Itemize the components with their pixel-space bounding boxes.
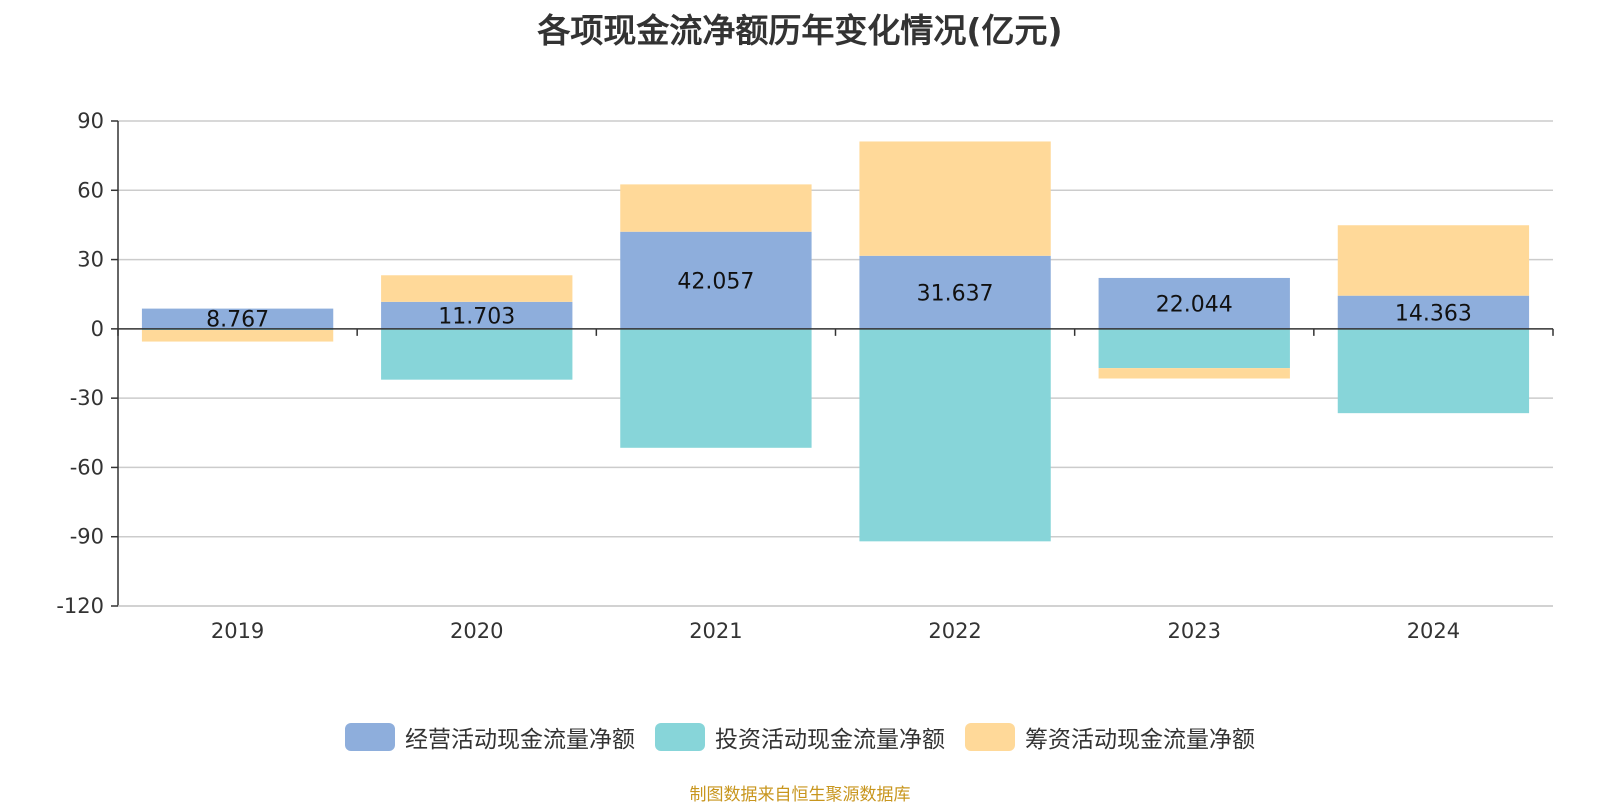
labels: 90 60 30 0 -30 -60 -90 -120 8.767 2019 11.703 2020 4… bbox=[56, 109, 1472, 643]
legend-swatch bbox=[965, 723, 1015, 751]
chart-title: 各项现金流净额历年变化情况(亿元) bbox=[537, 11, 1063, 50]
source-note: 制图数据来自恒生聚源数据库 bbox=[689, 785, 911, 805]
legend: 经营活动现金流量净额 投资活动现金流量净额 筹资活动现金流量净额 bbox=[0, 720, 1600, 754]
bar bbox=[1098, 328, 1290, 369]
x-tick-label: 2023 bbox=[1168, 619, 1221, 643]
bar bbox=[141, 330, 334, 342]
bars bbox=[141, 141, 1530, 542]
bar bbox=[381, 301, 573, 329]
bar bbox=[381, 328, 573, 380]
y-tick-label: -30 bbox=[70, 386, 104, 410]
x-tick-label: 2020 bbox=[450, 619, 503, 643]
data-label: 8.767 bbox=[206, 308, 269, 333]
bar bbox=[859, 255, 1051, 329]
legend-item[interactable]: 筹资活动现金流量净额 bbox=[965, 720, 1255, 754]
bar bbox=[620, 184, 812, 232]
data-label: 42.057 bbox=[677, 269, 754, 294]
x-tick-label: 2021 bbox=[689, 619, 742, 643]
x-tick-label: 2019 bbox=[211, 619, 264, 643]
bar bbox=[381, 275, 573, 302]
bar bbox=[620, 328, 812, 448]
data-label: 31.637 bbox=[917, 281, 994, 306]
axes bbox=[111, 120, 1554, 607]
y-tick-label: 90 bbox=[77, 109, 104, 133]
legend-label: 筹资活动现金流量净额 bbox=[1025, 727, 1255, 753]
x-tick-label: 2022 bbox=[928, 619, 981, 643]
bar bbox=[1098, 368, 1290, 379]
data-label: 14.363 bbox=[1395, 301, 1472, 326]
stacked-bar-chart: 90 60 30 0 -30 -60 -90 -120 8.767 2019 11.703 2020 4… bbox=[56, 109, 1554, 643]
legend-item[interactable]: 经营活动现金流量净额 bbox=[345, 720, 635, 754]
y-tick-label: -120 bbox=[56, 594, 104, 618]
bar bbox=[1337, 295, 1530, 329]
y-tick-label: -90 bbox=[70, 525, 104, 549]
bar bbox=[141, 308, 334, 329]
legend-label: 经营活动现金流量净额 bbox=[405, 727, 635, 753]
legend-swatch bbox=[345, 723, 395, 751]
bar bbox=[1337, 225, 1530, 296]
bar bbox=[1098, 277, 1290, 329]
y-tick-label: 30 bbox=[77, 248, 104, 272]
legend-swatch bbox=[655, 723, 705, 751]
legend-label: 投资活动现金流量净额 bbox=[715, 727, 945, 753]
bar bbox=[620, 231, 812, 329]
data-label: 22.044 bbox=[1156, 292, 1233, 317]
x-tick-label: 2024 bbox=[1407, 619, 1460, 643]
y-tick-label: 0 bbox=[91, 317, 104, 341]
legend-item[interactable]: 投资活动现金流量净额 bbox=[655, 720, 945, 754]
y-tick-label: 60 bbox=[77, 178, 104, 202]
bar bbox=[859, 328, 1051, 542]
bar bbox=[1337, 328, 1530, 414]
bar bbox=[859, 141, 1051, 256]
y-tick-label: -60 bbox=[70, 455, 104, 479]
data-label: 11.703 bbox=[438, 304, 515, 329]
